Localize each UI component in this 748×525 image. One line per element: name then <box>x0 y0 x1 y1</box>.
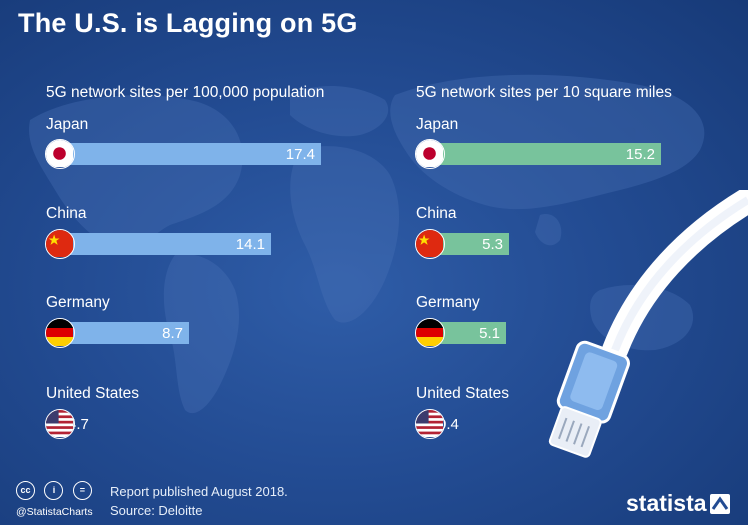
right-country-label-united-states: United States <box>416 385 510 402</box>
left-bar-value-china: 14.1 <box>235 236 265 253</box>
twitter-handle: @StatistaCharts <box>16 506 93 518</box>
source-note: Source: Deloitte <box>110 503 203 518</box>
cc-icon: cc <box>16 481 35 500</box>
japan-flag-icon <box>415 139 445 169</box>
left-panel-title: 5G network sites per 100,000 population <box>46 84 325 101</box>
usa-flag-icon <box>415 409 445 439</box>
left-bar-value-japan: 17.4 <box>285 146 315 163</box>
right-country-label-japan: Japan <box>416 116 459 133</box>
statista-logo-mark-icon <box>710 494 730 514</box>
germany-flag-icon <box>45 318 75 348</box>
japan-flag-icon <box>45 139 75 169</box>
right-country-label-germany: Germany <box>416 294 480 311</box>
right-bar-value-china: 5.3 <box>482 236 503 253</box>
attribution-icon: i <box>44 481 64 500</box>
footer-notes: Report published August 2018. Source: De… <box>110 482 288 520</box>
no-derivatives-icon: = <box>72 481 92 500</box>
left-bar-china: 14.1 <box>58 233 271 255</box>
left-bar-japan: 17.4 <box>58 143 321 165</box>
left-country-label-germany: Germany <box>46 294 110 311</box>
ethernet-cable-illustration <box>548 190 748 458</box>
china-flag-icon <box>415 229 445 259</box>
right-bar-germany: 5.1 <box>428 322 506 344</box>
left-bar-germany: 8.7 <box>58 322 189 344</box>
statista-logo: statista <box>626 490 707 516</box>
left-country-label-china: China <box>46 205 87 222</box>
right-bar-value-japan: 15.2 <box>625 146 655 163</box>
left-country-label-united-states: United States <box>46 385 140 402</box>
chart-title: The U.S. is Lagging on 5G <box>18 8 358 38</box>
right-bar-japan: 15.2 <box>428 143 661 165</box>
right-bar-value-germany: 5.1 <box>479 325 500 342</box>
right-country-label-china: China <box>416 205 457 222</box>
creative-commons-icons: cc i = <box>16 480 97 500</box>
right-panel-title: 5G network sites per 10 square miles <box>416 84 672 101</box>
published-note: Report published August 2018. <box>110 484 288 499</box>
left-bar-value-germany: 8.7 <box>162 325 183 342</box>
usa-flag-icon <box>45 409 75 439</box>
right-bar-china: 5.3 <box>428 233 509 255</box>
germany-flag-icon <box>415 318 445 348</box>
china-flag-icon <box>45 229 75 259</box>
left-country-label-japan: Japan <box>46 116 89 133</box>
